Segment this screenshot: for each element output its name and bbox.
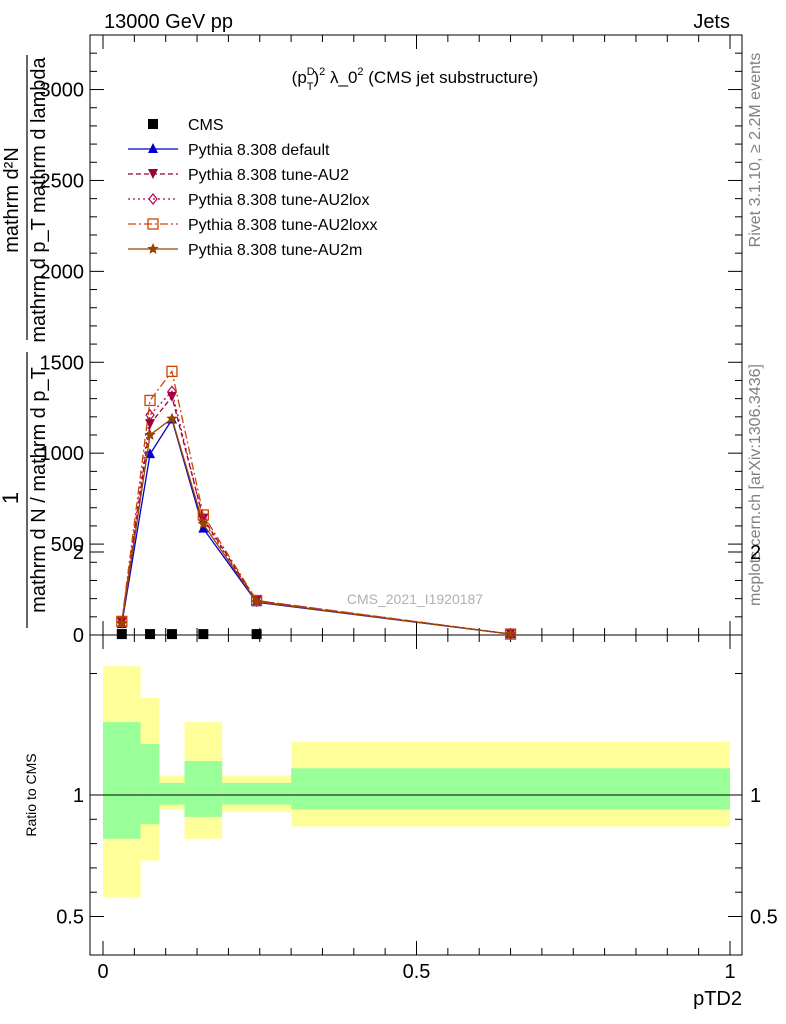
data-point <box>504 628 517 639</box>
title-sub-t: T <box>307 81 314 93</box>
legend-marker <box>148 193 158 205</box>
ratio-ytick-label-right: 0.5 <box>750 907 778 929</box>
data-point <box>145 419 156 430</box>
legend-marker <box>148 119 158 129</box>
main-ytick-label: 2000 <box>40 261 85 283</box>
data-point <box>251 595 262 608</box>
ratio-inner-band <box>103 722 141 839</box>
main-ytick-label: 1000 <box>40 443 85 465</box>
title-sup-2: 2 <box>319 66 325 78</box>
data-point <box>145 629 156 640</box>
ylabel-numerator: mathrm d²N <box>1 147 23 253</box>
data-point <box>145 409 155 421</box>
ratio-ytick-label: 1 <box>73 785 84 807</box>
data-point <box>198 629 209 640</box>
ratio-inner-band <box>159 782 185 805</box>
ylabel-prefix-num: 1 <box>0 492 23 504</box>
data-point <box>166 365 178 378</box>
title-base: (p <box>292 68 307 87</box>
title-sup-d: D <box>307 66 315 78</box>
x-tick-label: 1 <box>724 961 735 983</box>
legend-marker <box>147 218 159 230</box>
x-tick-label: 0 <box>97 961 108 983</box>
ratio-inner-band <box>291 768 730 810</box>
legend-marker <box>148 169 158 179</box>
main-y-axis-label: 1 mathrm d N / mathrm d p_T mathrm d²N m… <box>0 55 50 628</box>
ratio-y-axis-label: Ratio to CMS <box>23 753 39 836</box>
ylabel-denominator: mathrm d p_T mathrm d lambda <box>28 56 50 342</box>
ratio-ytick-label-right: 1 <box>750 785 761 807</box>
main-ytick-label: 0 <box>73 625 84 647</box>
title-mid: λ_0 <box>325 68 357 87</box>
legend-label: Pythia 8.308 default <box>188 142 330 159</box>
legend-label: Pythia 8.308 tune-AU2m <box>188 242 362 259</box>
ratio-ytick-label: 2 <box>73 542 84 564</box>
data-point <box>116 617 128 628</box>
data-point <box>117 616 127 629</box>
data-point <box>166 412 178 424</box>
data-point <box>116 629 127 640</box>
ratio-ytick-label-right: 2 <box>750 542 761 564</box>
ratio-inner-band <box>222 782 292 805</box>
legend-label: Pythia 8.308 tune-AU2 <box>188 167 349 184</box>
x-tick-label: 0.5 <box>403 961 431 983</box>
ylabel-prefix-den: mathrm d N / mathrm d p_T <box>28 367 50 613</box>
legend-marker <box>148 143 158 153</box>
header-left: 13000 GeV pp <box>104 11 233 33</box>
data-point <box>167 385 177 398</box>
legend-label: Pythia 8.308 tune-AU2lox <box>188 192 369 209</box>
data-point <box>144 429 156 440</box>
ratio-inner-band <box>140 743 160 825</box>
legend-label: CMS <box>188 117 224 134</box>
data-point <box>250 595 263 607</box>
mcplots-label: mcplots.cern.ch [arXiv:1306.3436] <box>747 364 764 606</box>
data-point <box>251 629 262 640</box>
main-ytick-label: 1500 <box>40 352 85 374</box>
main-ytick-label: 500 <box>51 534 84 556</box>
data-point <box>197 518 209 529</box>
main-ytick-label: 2500 <box>40 170 85 192</box>
ratio-inner-band <box>184 760 223 817</box>
data-point <box>166 629 177 640</box>
plot-title: (pD T)2 λ_02 (CMS jet substructure) <box>292 66 539 93</box>
series-line <box>121 369 511 635</box>
legend-label: Pythia 8.308 tune-AU2loxx <box>188 217 377 234</box>
header-right: Jets <box>693 11 730 33</box>
ratio-ytick-label: 0.5 <box>56 907 84 929</box>
legend-marker <box>147 243 159 254</box>
series-line <box>121 395 511 635</box>
title-tail: (CMS jet substructure) <box>364 68 539 87</box>
series-line <box>121 417 511 635</box>
title-sup-3: 2 <box>357 66 363 78</box>
data-point <box>144 394 156 407</box>
title-close: ) <box>313 68 319 87</box>
analysis-watermark: CMS_2021_I1920187 <box>347 591 483 607</box>
rivet-version-label: Rivet 3.1.10, ≥ 2.2M events <box>747 53 764 248</box>
x-axis-label: pTD2 <box>693 988 742 1010</box>
data-point <box>198 522 209 533</box>
main-ytick-label: 3000 <box>40 80 85 102</box>
